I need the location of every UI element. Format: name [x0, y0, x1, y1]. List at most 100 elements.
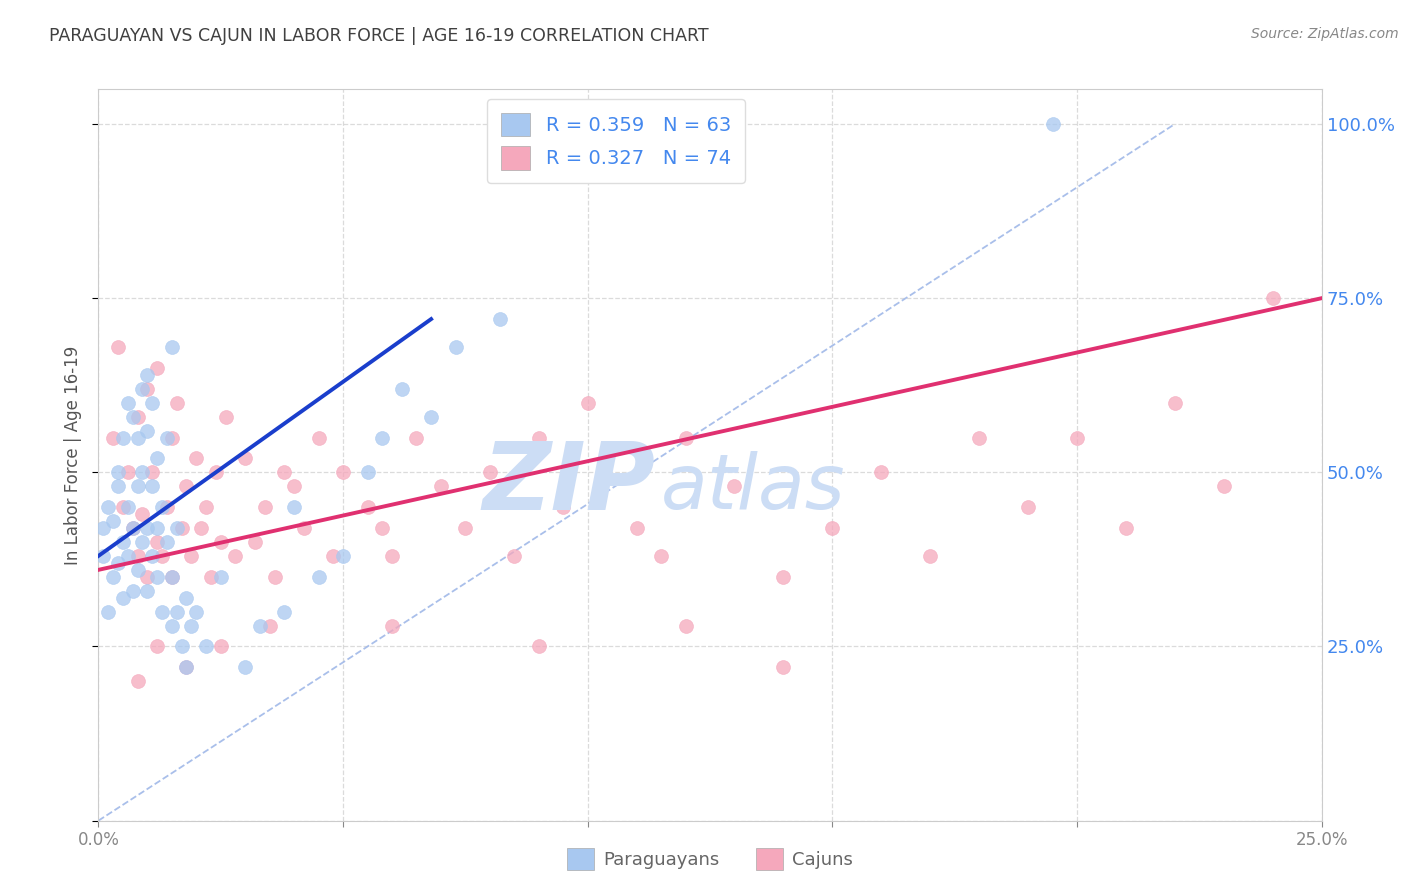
Point — [176, 591, 198, 605]
Point — [111, 591, 134, 605]
Point — [381, 549, 404, 563]
Point — [150, 549, 173, 563]
Point — [127, 409, 149, 424]
Point — [1017, 500, 1039, 515]
Point — [121, 521, 143, 535]
Point — [141, 549, 163, 563]
Point — [195, 500, 218, 515]
Point — [146, 570, 169, 584]
Text: atlas: atlas — [661, 450, 845, 524]
Point — [772, 570, 794, 584]
Point — [675, 618, 697, 632]
Point — [141, 395, 163, 409]
Point — [107, 466, 129, 480]
Text: PARAGUAYAN VS CAJUN IN LABOR FORCE | AGE 16-19 CORRELATION CHART: PARAGUAYAN VS CAJUN IN LABOR FORCE | AGE… — [49, 27, 709, 45]
Point — [273, 466, 295, 480]
Point — [1212, 479, 1234, 493]
Point — [967, 430, 990, 444]
Point — [91, 521, 114, 535]
Point — [488, 312, 510, 326]
Point — [205, 466, 228, 480]
Point — [146, 360, 169, 375]
Point — [131, 466, 153, 480]
Point — [101, 430, 124, 444]
Point — [405, 430, 427, 444]
Point — [233, 660, 256, 674]
Point — [127, 674, 149, 689]
Point — [503, 549, 526, 563]
Point — [209, 535, 232, 549]
Point — [176, 479, 198, 493]
Point — [391, 382, 413, 396]
Point — [117, 549, 139, 563]
Point — [166, 605, 188, 619]
Point — [121, 521, 143, 535]
Point — [136, 424, 159, 438]
Point — [131, 507, 153, 521]
Point — [308, 570, 330, 584]
Point — [101, 514, 124, 528]
Point — [176, 660, 198, 674]
Point — [209, 570, 232, 584]
Point — [127, 563, 149, 577]
Point — [675, 430, 697, 444]
Legend: Paraguayans, Cajuns: Paraguayans, Cajuns — [560, 841, 860, 878]
Y-axis label: In Labor Force | Age 16-19: In Labor Force | Age 16-19 — [63, 345, 82, 565]
Point — [322, 549, 344, 563]
Point — [650, 549, 672, 563]
Point — [107, 479, 129, 493]
Point — [180, 549, 202, 563]
Point — [576, 395, 599, 409]
Text: ZIP: ZIP — [482, 438, 655, 530]
Point — [111, 430, 134, 444]
Point — [160, 618, 183, 632]
Point — [121, 409, 143, 424]
Point — [243, 535, 266, 549]
Point — [156, 500, 179, 515]
Point — [101, 570, 124, 584]
Point — [1066, 430, 1088, 444]
Point — [97, 500, 120, 515]
Point — [160, 570, 183, 584]
Point — [553, 500, 575, 515]
Point — [259, 618, 281, 632]
Point — [117, 500, 139, 515]
Point — [723, 479, 745, 493]
Point — [131, 382, 153, 396]
Point — [160, 340, 183, 354]
Point — [253, 500, 276, 515]
Point — [141, 479, 163, 493]
Point — [273, 605, 295, 619]
Point — [249, 618, 271, 632]
Point — [444, 340, 467, 354]
Point — [195, 640, 218, 654]
Point — [1164, 395, 1187, 409]
Point — [136, 583, 159, 598]
Point — [626, 521, 648, 535]
Point — [146, 451, 169, 466]
Point — [117, 395, 139, 409]
Point — [292, 521, 315, 535]
Point — [478, 466, 501, 480]
Point — [224, 549, 246, 563]
Point — [454, 521, 477, 535]
Point — [371, 430, 394, 444]
Point — [233, 451, 256, 466]
Point — [1261, 291, 1284, 305]
Point — [150, 500, 173, 515]
Point — [283, 479, 305, 493]
Point — [136, 570, 159, 584]
Point — [170, 521, 193, 535]
Point — [332, 549, 354, 563]
Point — [146, 535, 169, 549]
Point — [821, 521, 844, 535]
Point — [420, 409, 443, 424]
Point — [430, 479, 453, 493]
Point — [97, 605, 120, 619]
Point — [127, 479, 149, 493]
Point — [1042, 117, 1064, 131]
Point — [156, 430, 179, 444]
Point — [160, 430, 183, 444]
Point — [111, 500, 134, 515]
Point — [107, 340, 129, 354]
